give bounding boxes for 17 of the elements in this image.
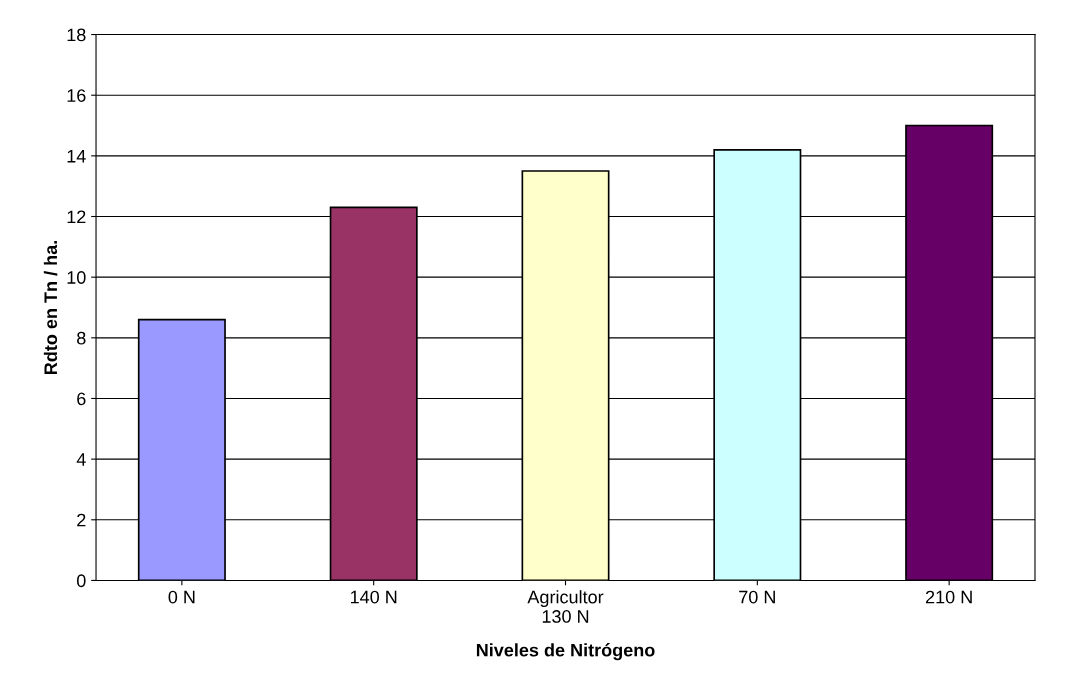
y-axis-title: Rdto en Tn / ha. [43,241,58,374]
y-tick-label: 16 [67,89,86,102]
x-tick-label: Agricultor 130 N [527,590,604,623]
y-tick-label: 2 [77,513,86,527]
x-tick-label: 210 N [925,590,972,604]
x-tick-label: 70 N [739,590,775,604]
y-tick-label: 14 [67,149,86,163]
x-tick-label: 0 N [168,590,195,604]
x-tick-label: 140 N [350,590,397,604]
y-tick-label: 18 [67,28,86,42]
x-axis-title: Niveles de Nitrógeno [476,643,655,661]
y-tick-label: 10 [67,271,86,284]
y-tick-label: 8 [77,331,86,345]
y-tick-label: 12 [67,210,86,224]
y-tick-label: 6 [77,392,86,406]
y-tick-label: 4 [76,453,86,466]
y-tick-label: 0 [76,574,86,588]
